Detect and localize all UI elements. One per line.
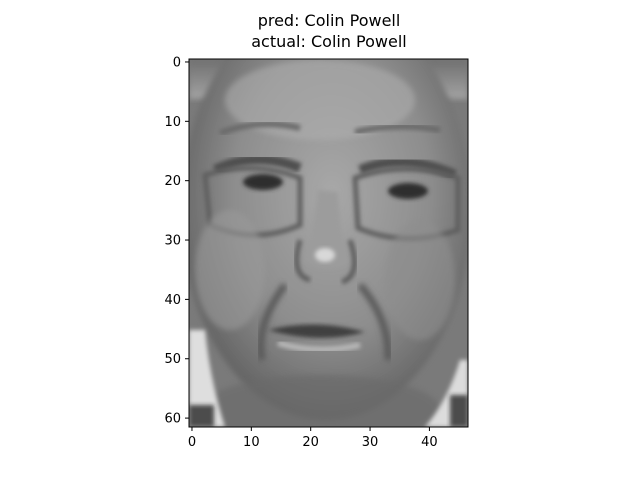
y-tick-label: 0: [173, 55, 181, 70]
y-tick-label: 20: [164, 174, 181, 189]
y-axis-ticks: 0 10 20 30 40 50 60: [164, 55, 189, 427]
x-tick-label: 30: [362, 435, 379, 450]
x-axis-ticks: 0 10 20 30 40: [188, 427, 438, 450]
x-tick-label: 40: [421, 435, 438, 450]
axes-frame: [188, 58, 469, 428]
x-tick-label: 10: [243, 435, 260, 450]
figure-title-actual: actual: Colin Powell: [251, 32, 407, 51]
x-tick-label: 20: [302, 435, 319, 450]
y-tick-label: 50: [164, 352, 181, 367]
face-image: [189, 59, 468, 427]
y-tick-label: 10: [164, 115, 181, 130]
y-tick-label: 60: [164, 412, 181, 427]
x-tick-label: 0: [188, 435, 196, 450]
y-tick-label: 40: [164, 293, 181, 308]
figure-title-prediction: pred: Colin Powell: [257, 11, 401, 30]
y-tick-label: 30: [164, 234, 181, 249]
